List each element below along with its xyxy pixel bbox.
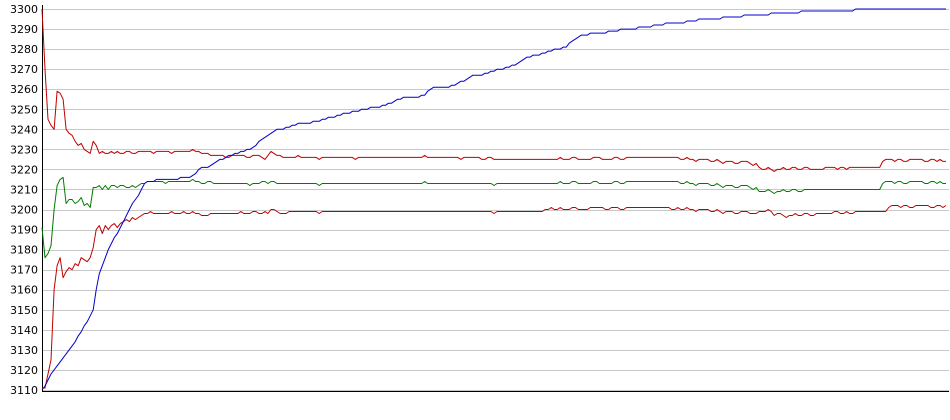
y-tick-label: 3300	[10, 3, 38, 16]
y-tick-label: 3230	[10, 143, 38, 156]
y-tick-labels: 3110 3120 3130 3140 3150 3160 3170 3180 3190 3200…	[10, 3, 38, 397]
series-line-0-red	[41, 8, 946, 172]
series-line-2-red	[42, 205, 947, 389]
axes	[42, 5, 949, 392]
y-tick-label: 3190	[10, 224, 38, 237]
y-tick-label: 3130	[10, 344, 38, 357]
y-tick-label: 3290	[10, 23, 38, 36]
y-tick-label: 3210	[10, 183, 38, 196]
series-line-3-blue	[41, 8, 946, 391]
y-tick-label: 3150	[10, 304, 38, 317]
y-tick-label: 3200	[10, 204, 38, 217]
y-tick-label: 3140	[10, 324, 38, 337]
y-tick-label: 3160	[10, 284, 38, 297]
y-tick-label: 3220	[10, 163, 38, 176]
series-line-1-green	[41, 176, 946, 259]
y-tick-label: 3240	[10, 123, 38, 136]
y-tick-label: 3180	[10, 244, 38, 257]
y-tick-label: 3270	[10, 63, 38, 76]
y-tick-label: 3250	[10, 103, 38, 116]
series-lines	[41, 8, 947, 391]
y-tick-label: 3110	[10, 384, 38, 397]
y-tick-label: 3170	[10, 264, 38, 277]
y-tick-label: 3120	[10, 364, 38, 377]
y-tick-label: 3260	[10, 83, 38, 96]
grid-lines	[42, 9, 949, 391]
y-tick-label: 3280	[10, 43, 38, 56]
